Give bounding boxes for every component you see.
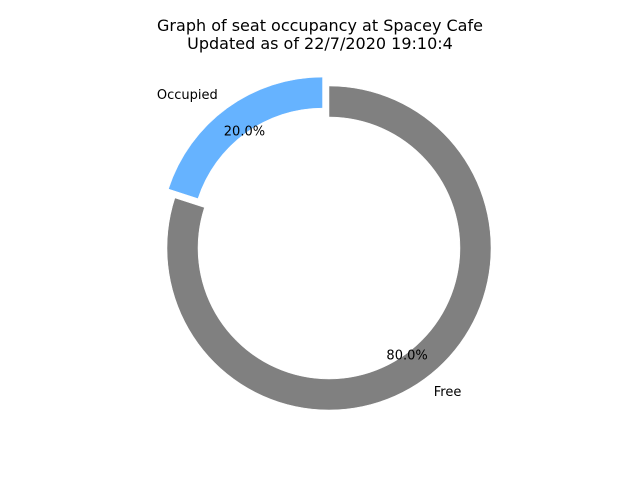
- slice-label-free: Free: [434, 385, 462, 400]
- slice-percent-occupied: 20.0%: [224, 125, 265, 140]
- chart-title-line-1: Graph of seat occupancy at Spacey Cafe: [157, 16, 483, 35]
- donut-slice-free: [166, 85, 492, 411]
- donut-slice-occupied: [168, 76, 323, 199]
- slice-percent-free: 80.0%: [386, 348, 427, 363]
- chart-title-line-2: Updated as of 22/7/2020 19:10:4: [187, 34, 453, 53]
- slice-label-occupied: Occupied: [157, 88, 218, 103]
